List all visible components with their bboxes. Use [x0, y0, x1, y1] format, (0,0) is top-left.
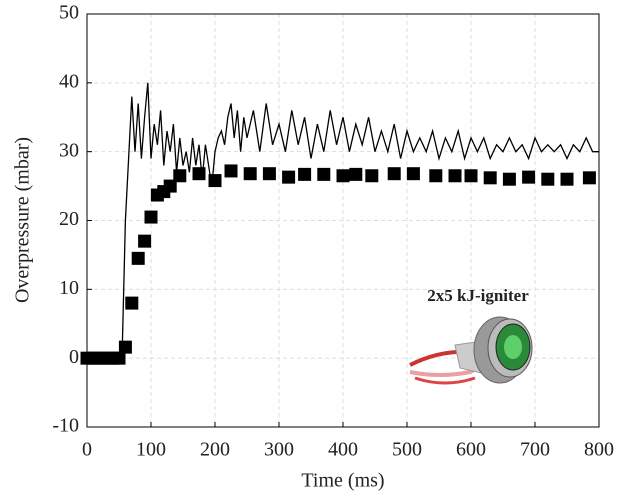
data-point: [262, 167, 276, 181]
x-tick-label: 300: [264, 439, 294, 461]
y-tick-label: 50: [59, 2, 79, 24]
data-point: [429, 169, 443, 183]
data-point: [448, 169, 462, 183]
data-point: [173, 169, 187, 183]
y-axis-label: Overpressure (mbar): [12, 137, 34, 303]
y-tick-label: 10: [59, 277, 79, 299]
x-tick-label: 100: [136, 439, 166, 461]
data-point: [349, 167, 363, 181]
data-point: [522, 170, 536, 184]
x-tick-label: 500: [392, 439, 422, 461]
x-tick-label: 400: [328, 439, 358, 461]
data-point: [118, 340, 132, 354]
y-tick-label: 0: [69, 346, 79, 368]
x-tick-label: 700: [520, 439, 550, 461]
data-point: [298, 167, 312, 181]
x-axis-label: Time (ms): [301, 470, 384, 492]
data-point: [336, 169, 350, 183]
data-point: [464, 169, 478, 183]
y-tick-label: 40: [59, 70, 79, 92]
data-point: [192, 167, 206, 181]
x-tick-label: 800: [584, 439, 614, 461]
data-point: [144, 210, 158, 224]
data-point: [131, 251, 145, 265]
data-point: [282, 170, 296, 184]
data-point: [560, 172, 574, 186]
data-point: [483, 171, 497, 185]
data-point: [582, 171, 596, 185]
data-point: [365, 169, 379, 183]
plot-frame: [86, 13, 600, 428]
data-point: [387, 167, 401, 181]
y-tick-label: 30: [59, 139, 79, 161]
x-tick-label: 600: [456, 439, 486, 461]
annotation: 2x5 kJ-igniter: [427, 286, 529, 305]
data-point: [163, 179, 177, 193]
x-tick-label: 200: [200, 439, 230, 461]
data-point: [208, 174, 222, 188]
data-point: [406, 167, 420, 181]
y-tick-label: 20: [59, 208, 79, 230]
y-tick-label: -10: [52, 415, 79, 437]
data-point: [224, 164, 238, 178]
data-point: [317, 167, 331, 181]
data-point: [112, 351, 126, 365]
data-point: [541, 172, 555, 186]
igniter-image: [409, 316, 533, 385]
data-point: [502, 172, 516, 186]
data-line: [87, 82, 599, 359]
x-tick-label: 0: [82, 439, 92, 461]
data-point: [125, 296, 139, 310]
data-point: [243, 167, 257, 181]
data-point: [138, 234, 152, 248]
